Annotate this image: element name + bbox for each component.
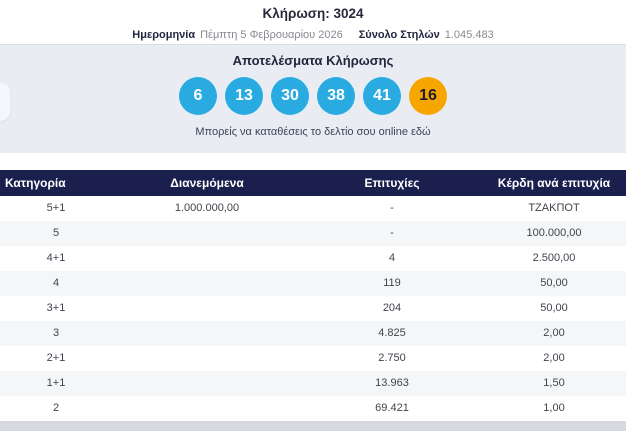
- drawn-number-ball: 6: [179, 77, 217, 115]
- cell-category: 5: [52, 227, 60, 239]
- cell-prize: 1,50: [543, 377, 565, 389]
- cell-prize: 50,00: [540, 302, 568, 314]
- cell-winners: -: [390, 227, 394, 239]
- columns-label: Σύνολο Στηλών: [358, 29, 440, 41]
- results-heading: Αποτελέσματα Κλήρωσης: [232, 53, 394, 68]
- cell-winners: -: [390, 202, 394, 214]
- drawn-number-ball: 30: [271, 77, 309, 115]
- cell-prize: 50,00: [540, 277, 568, 289]
- col-header-winners: Επιτυχίες: [364, 176, 420, 190]
- cell-prize: ΤΖΑΚΠΟΤ: [528, 202, 580, 214]
- table-row: 1+1 13.963 1,50: [0, 371, 626, 396]
- table-row: 5 - 100.000,00: [0, 221, 626, 246]
- cell-winners: 2.750: [378, 352, 406, 364]
- cell-category: 4: [52, 277, 60, 289]
- deposit-online-link[interactable]: Μπορείς να καταθέσεις το δελτίο σου onli…: [195, 126, 431, 138]
- cell-winners: 69.421: [375, 402, 409, 414]
- table-row: 4 119 50,00: [0, 271, 626, 296]
- date-value: Πέμπτη 5 Φεβρουαρίου 2026: [200, 29, 343, 41]
- cell-category: 4+1: [46, 252, 66, 264]
- prizes-table-header: Κατηγορία Διανεμόμενα Επιτυχίες Κέρδη αν…: [0, 170, 626, 196]
- col-header-prize: Κέρδη ανά επιτυχία: [497, 176, 611, 190]
- total-columns: Σύνολο Στηλών 1.045.483: [359, 29, 494, 42]
- bottom-strip: [0, 421, 626, 431]
- drawn-numbers: 6 13 30 38 41 16: [0, 77, 626, 115]
- draw-title: Κλήρωση: 3024: [262, 6, 364, 21]
- draw-header: Κλήρωση: 3024 Ημερομηνία Πέμπτη 5 Φεβρου…: [0, 0, 626, 45]
- cell-winners: 4: [388, 252, 396, 264]
- cell-category: 1+1: [46, 377, 66, 389]
- table-row: 2 69.421 1,00: [0, 396, 626, 421]
- table-row: 4+1 4 2.500,00: [0, 246, 626, 271]
- cell-category: 2: [52, 402, 60, 414]
- results-panel: Αποτελέσματα Κλήρωσης 6 13 30 38 41 16 Μπορεί…: [0, 45, 626, 153]
- cell-category: 3+1: [46, 302, 66, 314]
- cell-category: 5+1: [46, 202, 66, 214]
- drawn-number-ball: 38: [317, 77, 355, 115]
- prizes-table: Κατηγορία Διανεμόμενα Επιτυχίες Κέρδη αν…: [0, 170, 626, 421]
- cell-category: 3: [52, 327, 60, 339]
- cell-prize: 1,00: [543, 402, 565, 414]
- table-row: 5+1 1.000.000,00 - ΤΖΑΚΠΟΤ: [0, 196, 626, 221]
- cell-category: 2+1: [46, 352, 66, 364]
- col-header-distributed: Διανεμόμενα: [170, 176, 244, 190]
- col-header-category: Κατηγορία: [5, 176, 66, 190]
- cell-prize: 2,00: [543, 352, 565, 364]
- cell-winners: 204: [382, 302, 402, 314]
- cell-prize: 2.500,00: [532, 252, 576, 264]
- draw-date: Ημερομηνία Πέμπτη 5 Φεβρουαρίου 2026: [132, 29, 342, 42]
- prizes-table-body: 5+1 1.000.000,00 - ΤΖΑΚΠΟΤ 5 - 100.000,0…: [0, 196, 626, 421]
- cell-winners: 13.963: [375, 377, 409, 389]
- table-row: 3+1 204 50,00: [0, 296, 626, 321]
- section-gap: [0, 153, 626, 170]
- cell-distributed: 1.000.000,00: [174, 202, 240, 214]
- draw-meta: Ημερομηνία Πέμπτη 5 Φεβρουαρίου 2026 Σύν…: [0, 29, 626, 42]
- columns-value: 1.045.483: [444, 29, 494, 41]
- cell-winners: 4.825: [378, 327, 406, 339]
- drawn-number-ball: 41: [363, 77, 401, 115]
- cell-winners: 119: [383, 277, 401, 289]
- cell-prize: 100.000,00: [526, 227, 582, 239]
- cell-prize: 2,00: [543, 327, 565, 339]
- date-label: Ημερομηνία: [132, 29, 196, 41]
- table-row: 3 4.825 2,00: [0, 321, 626, 346]
- side-tab[interactable]: [0, 83, 10, 121]
- drawn-number-ball: 13: [225, 77, 263, 115]
- drawn-number-ball: 16: [409, 77, 447, 115]
- table-row: 2+1 2.750 2,00: [0, 346, 626, 371]
